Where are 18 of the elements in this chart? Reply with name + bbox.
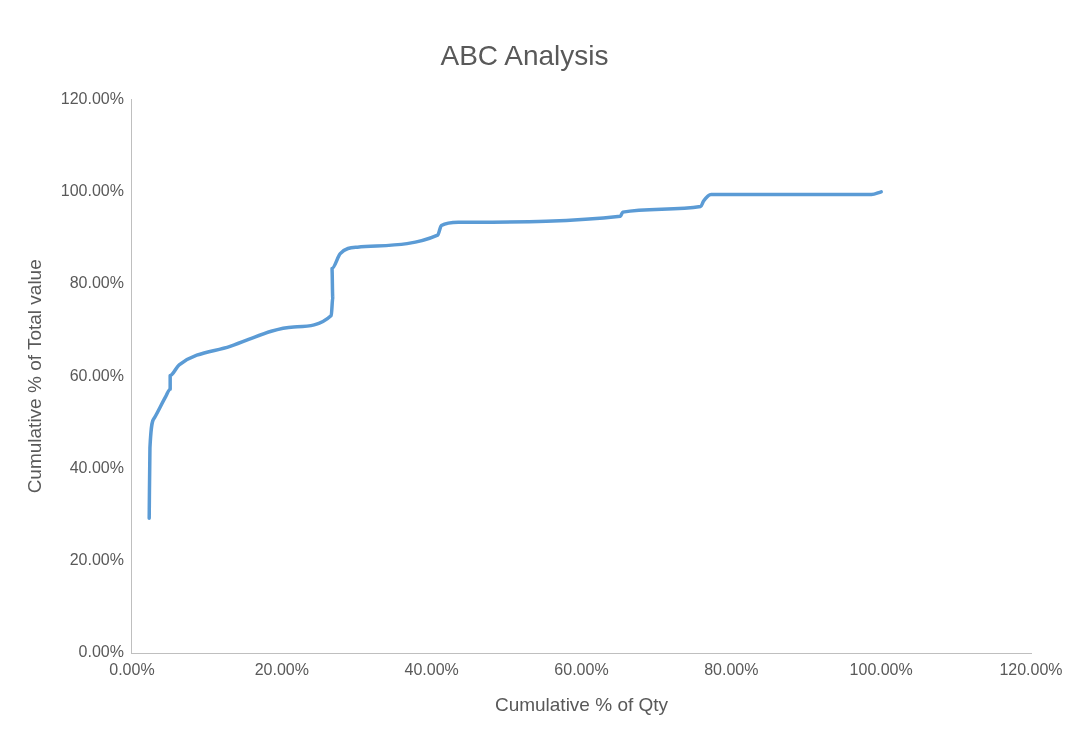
x-tick-label: 40.00% [404,661,459,679]
y-tick-label: 100.00% [60,182,124,200]
y-tick-label: 0.00% [78,643,124,661]
y-axis-title: Cumulative % of Total value [23,259,45,494]
x-tick-label: 0.00% [109,661,155,679]
y-tick-label: 60.00% [69,366,124,384]
x-tick-label: 80.00% [704,661,759,679]
y-tick-label: 120.00% [60,90,124,108]
x-axis-title: Cumulative % of Qty [494,693,669,715]
x-tick-label: 100.00% [849,661,913,679]
line-series [147,190,883,521]
y-tick-label: 80.00% [69,274,124,292]
x-tick-label: 20.00% [254,661,309,679]
y-tick-label: 20.00% [69,551,124,569]
y-tick-label: 40.00% [69,458,124,476]
chart-title: ABC Analysis [440,39,609,71]
x-tick-label: 60.00% [554,661,609,679]
x-tick-label: 120.00% [999,661,1063,679]
